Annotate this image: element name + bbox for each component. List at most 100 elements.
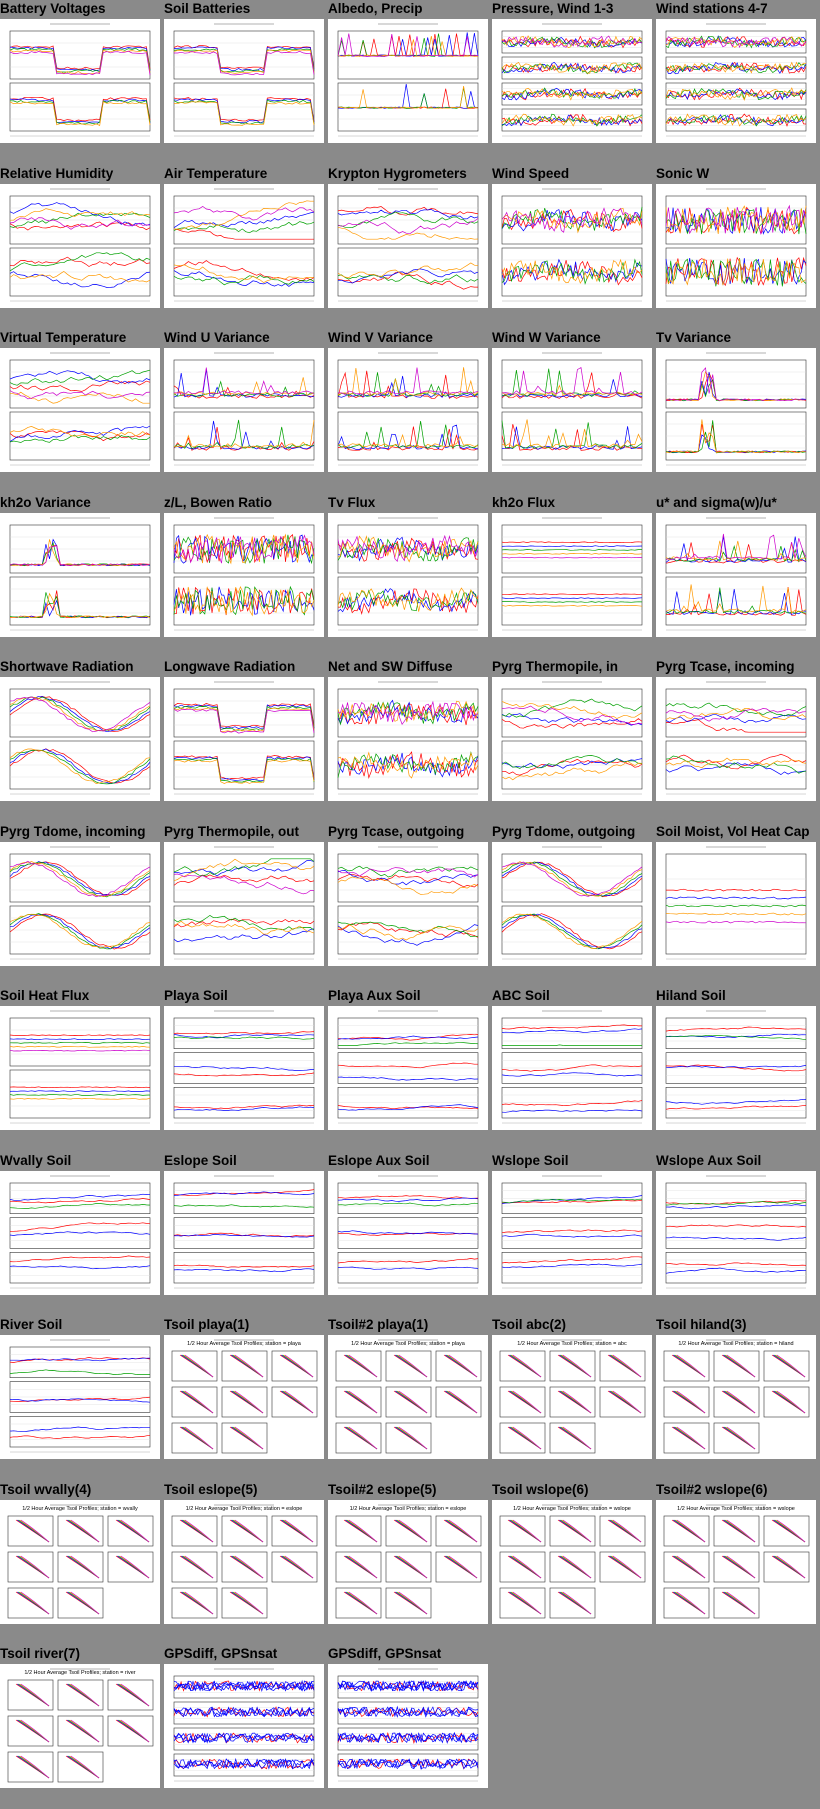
plot-thumbnail-link[interactable] xyxy=(492,842,652,966)
plot-thumbnail-link[interactable] xyxy=(164,19,324,143)
plot-thumbnail-link[interactable]: 1/2 Hour Average Tsoil Profiles; station… xyxy=(0,1664,160,1788)
plot-title: GPSdiff, GPSnsat xyxy=(328,1646,442,1661)
plot-thumbnail-link[interactable]: 1/2 Hour Average Tsoil Profiles; station… xyxy=(328,1500,488,1624)
plot-thumbnail-link[interactable] xyxy=(0,184,160,308)
plot-thumbnail-link[interactable] xyxy=(164,184,324,308)
plot-thumbnail-image xyxy=(173,352,315,466)
plot-thumbnail-link[interactable]: 1/2 Hour Average Tsoil Profiles; station… xyxy=(656,1500,816,1624)
plot-thumbnail-link[interactable]: 1/2 Hour Average Tsoil Profiles; station… xyxy=(492,1335,652,1459)
plot-title: Pressure, Wind 1-3 xyxy=(492,1,614,16)
plot-thumbnail-link[interactable] xyxy=(0,348,160,472)
plot-title: Tsoil#2 playa(1) xyxy=(328,1317,429,1332)
plot-title: Pyrg Tcase, incoming xyxy=(656,659,795,674)
plot-title: Relative Humidity xyxy=(0,166,114,181)
plot-thumbnail-link[interactable] xyxy=(0,842,160,966)
plot-cell: Pyrg Thermopile, in xyxy=(492,658,656,822)
plot-thumbnail-link[interactable] xyxy=(656,184,816,308)
plot-thumbnail-link[interactable] xyxy=(492,1006,652,1130)
plot-thumbnail-link[interactable] xyxy=(164,1171,324,1295)
plot-title: Pyrg Tdome, incoming xyxy=(0,824,146,839)
plot-thumbnail-link[interactable] xyxy=(164,1664,324,1788)
plot-thumbnail-link[interactable] xyxy=(492,184,652,308)
plot-thumbnail-link[interactable] xyxy=(656,1006,816,1130)
plot-thumbnail-link[interactable] xyxy=(0,19,160,143)
plot-thumbnail-link[interactable] xyxy=(328,1006,488,1130)
plot-cell: Krypton Hygrometers xyxy=(328,165,492,329)
plot-cell: Playa Soil xyxy=(164,987,328,1151)
plot-thumbnail-image: 1/2 Hour Average Tsoil Profiles; station… xyxy=(499,1504,646,1619)
plot-thumbnail-link[interactable] xyxy=(328,677,488,801)
plot-title: Tsoil hiland(3) xyxy=(656,1317,747,1332)
plot-title: Shortwave Radiation xyxy=(0,659,134,674)
plot-title: Tv Variance xyxy=(656,330,732,345)
plot-thumbnail-link[interactable] xyxy=(328,19,488,143)
plot-thumbnail-link[interactable] xyxy=(328,1664,488,1788)
plot-thumbnail-link[interactable] xyxy=(656,513,816,637)
plot-thumbnail-link[interactable] xyxy=(164,513,324,637)
plot-thumbnail-link[interactable] xyxy=(0,1006,160,1130)
plot-cell: Sonic W xyxy=(656,165,820,329)
plot-title: Sonic W xyxy=(656,166,710,181)
plot-thumbnail-link[interactable] xyxy=(492,19,652,143)
plot-cell: Tsoil hiland(3) 1/2 Hour Average Tsoil Pr… xyxy=(656,1316,820,1480)
plot-thumbnail-link[interactable] xyxy=(0,1171,160,1295)
plot-thumbnail-link[interactable] xyxy=(164,842,324,966)
plot-title: Tsoil#2 wslope(6) xyxy=(656,1482,768,1497)
plot-thumbnail-link[interactable] xyxy=(492,513,652,637)
plot-thumbnail-image xyxy=(501,23,643,137)
plot-thumbnail-image: 1/2 Hour Average Tsoil Profiles; station… xyxy=(499,1339,646,1454)
plot-cell: kh2o Variance xyxy=(0,494,164,658)
plot-cell: Eslope Soil xyxy=(164,1152,328,1316)
plot-thumbnail-link[interactable] xyxy=(656,842,816,966)
plot-thumbnail-link[interactable]: 1/2 Hour Average Tsoil Profiles; station… xyxy=(164,1500,324,1624)
plot-title: Tsoil wslope(6) xyxy=(492,1482,589,1497)
plot-title: Eslope Soil xyxy=(164,1153,237,1168)
plot-thumbnail-link[interactable]: 1/2 Hour Average Tsoil Profiles; station… xyxy=(328,1335,488,1459)
plot-cell: Wind V Variance xyxy=(328,329,492,493)
plot-thumbnail-image xyxy=(501,846,643,960)
plot-cell: Longwave Radiation xyxy=(164,658,328,822)
plot-title: Playa Aux Soil xyxy=(328,988,421,1003)
plot-thumbnail-image xyxy=(337,1175,479,1289)
plot-thumbnail-link[interactable]: 1/2 Hour Average Tsoil Profiles; station… xyxy=(0,1500,160,1624)
plot-thumbnail-image xyxy=(665,517,807,631)
plot-cell: u* and sigma(w)/u* xyxy=(656,494,820,658)
plot-cell: River Soil xyxy=(0,1316,164,1480)
plot-thumbnail-link[interactable] xyxy=(656,677,816,801)
plot-thumbnail-link[interactable] xyxy=(328,1171,488,1295)
plot-thumbnail-link[interactable]: 1/2 Hour Average Tsoil Profiles; station… xyxy=(492,1500,652,1624)
plot-thumbnail-image xyxy=(173,846,315,960)
plot-cell: Tsoil playa(1) 1/2 Hour Average Tsoil Pro… xyxy=(164,1316,328,1480)
plot-cell: Pyrg Tdome, incoming xyxy=(0,823,164,987)
plot-thumbnail-link[interactable] xyxy=(0,677,160,801)
plot-cell: Pyrg Thermopile, out xyxy=(164,823,328,987)
plot-thumbnail-link[interactable] xyxy=(328,348,488,472)
plot-thumbnail-link[interactable] xyxy=(656,1171,816,1295)
plot-cell: kh2o Flux xyxy=(492,494,656,658)
profile-subtitle: 1/2 Hour Average Tsoil Profiles; station… xyxy=(513,1506,631,1512)
plot-thumbnail-link[interactable] xyxy=(492,1171,652,1295)
plot-thumbnail-image xyxy=(665,681,807,795)
plot-thumbnail-link[interactable] xyxy=(656,19,816,143)
plot-thumbnail-link[interactable] xyxy=(164,677,324,801)
plot-thumbnail-link[interactable] xyxy=(164,1006,324,1130)
plot-title: Tsoil river(7) xyxy=(0,1646,81,1661)
plot-thumbnail-image xyxy=(665,1175,807,1289)
plot-cell: z/L, Bowen Ratio xyxy=(164,494,328,658)
plot-thumbnail-link[interactable] xyxy=(0,1335,160,1459)
plot-cell: Tsoil eslope(5) 1/2 Hour Average Tsoil Pr… xyxy=(164,1481,328,1645)
plot-thumbnail-link[interactable] xyxy=(0,513,160,637)
plot-thumbnail-link[interactable] xyxy=(492,348,652,472)
plot-thumbnail-link[interactable] xyxy=(492,677,652,801)
profile-subtitle: 1/2 Hour Average Tsoil Profiles; station… xyxy=(187,1341,302,1347)
plot-thumbnail-link[interactable]: 1/2 Hour Average Tsoil Profiles; station… xyxy=(164,1335,324,1459)
plot-thumbnail-link[interactable] xyxy=(328,842,488,966)
plot-title: Air Temperature xyxy=(164,166,268,181)
plot-thumbnail-link[interactable] xyxy=(328,513,488,637)
plot-thumbnail-link[interactable] xyxy=(164,348,324,472)
plot-thumbnail-link[interactable]: 1/2 Hour Average Tsoil Profiles; station… xyxy=(656,1335,816,1459)
plot-thumbnail-link[interactable] xyxy=(656,348,816,472)
plot-cell: Tsoil#2 wslope(6) 1/2 Hour Average Tsoil … xyxy=(656,1481,820,1645)
plot-thumbnail-link[interactable] xyxy=(328,184,488,308)
plot-title: Battery Voltages xyxy=(0,1,106,16)
